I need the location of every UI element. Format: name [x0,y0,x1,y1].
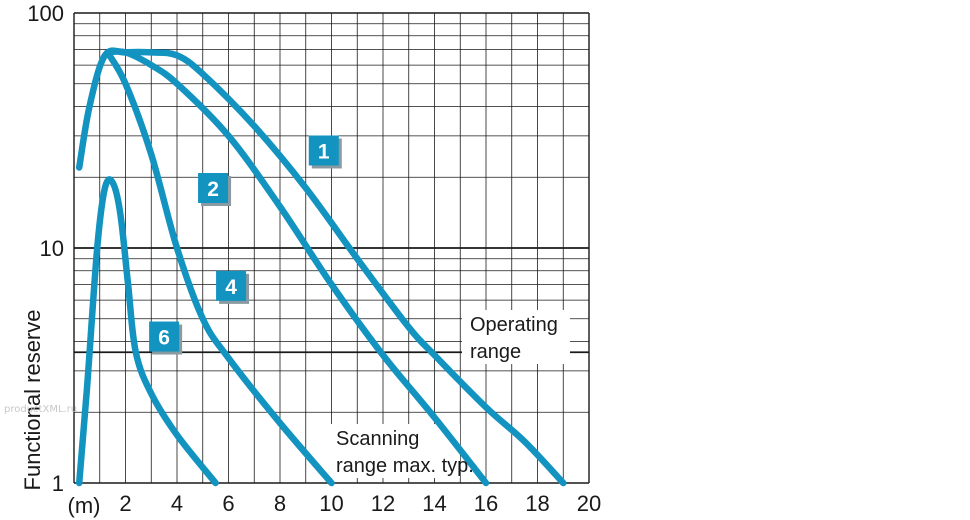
x-tick-label: 8 [274,491,286,516]
badge-label: 2 [207,178,219,201]
badge-box [198,173,229,204]
badge-box [149,321,180,352]
y-tick-label: 1 [52,471,64,496]
badge-box [308,135,339,166]
curve-badge-2: 2 [198,173,232,207]
series-layer [75,47,567,487]
chart-texts: Functional reserve (m) Operating range S… [4,310,558,518]
x-tick-label: 16 [474,491,498,516]
curve-badge-6: 6 [149,321,183,355]
x-tick-label: 6 [222,491,234,516]
operating-range-label-line2: range [470,341,521,363]
curve-badge-1: 1 [308,135,342,169]
badge-box [216,270,247,301]
x-tick-label: 12 [371,491,395,516]
badge-label: 6 [158,327,170,350]
scanning-range-label-line2: range max. typ. [336,455,474,477]
curve-badges: 1 2 4 6 [149,135,342,355]
y-tick-label: 100 [27,1,64,26]
operating-range-label-bg [462,310,570,364]
x-tick-label: 10 [319,491,343,516]
x-tick-label: 4 [171,491,183,516]
y-tick-label: 10 [40,236,64,261]
x-tick-label: 2 [119,491,131,516]
series-line-4 [104,49,335,487]
x-tick-label: 18 [525,491,549,516]
series-line-2 [104,48,490,487]
y-axis-label: Functional reserve [20,310,45,491]
scanning-range-label-line1: Scanning [336,428,419,450]
x-axis-unit-label: (m) [68,493,101,518]
badge-label: 1 [318,140,330,163]
x-tick-label: 14 [422,491,446,516]
badge-label: 4 [225,276,237,299]
series-line-6 [75,176,219,487]
operating-range-label-line1: Operating [470,314,558,336]
operating-range-threshold [74,310,589,478]
x-tick-label: 20 [577,491,601,516]
scanning-range-label-bg [330,424,460,478]
watermark: productXML.ru [4,404,77,415]
curve-badge-4: 4 [216,270,250,304]
